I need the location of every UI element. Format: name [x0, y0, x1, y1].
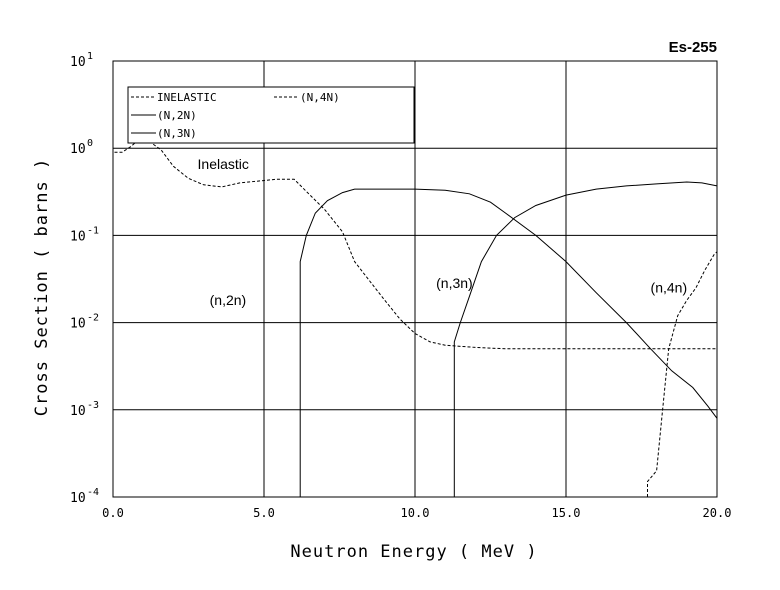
legend-label: (N,2N) [157, 109, 197, 122]
curve-annotation: Inelastic [198, 156, 249, 172]
curve-annotation: (n,4n) [651, 280, 688, 296]
legend-label: (N,4N) [300, 91, 340, 104]
curve-annotation: (n,3n) [436, 275, 473, 291]
y-tick-label: 10 [70, 317, 86, 332]
x-tick-label: 5.0 [253, 506, 275, 520]
y-tick-label: 10 [70, 229, 86, 244]
chart-title: Es-255 [669, 39, 717, 56]
x-tick-label: 0.0 [102, 506, 124, 520]
x-tick-label: 20.0 [703, 506, 732, 520]
x-tick-label: 15.0 [552, 506, 581, 520]
y-tick-label: 10 [70, 55, 86, 70]
y-tick-label: 10 [70, 491, 86, 506]
x-tick-label: 10.0 [401, 506, 430, 520]
grid-lines [113, 61, 717, 497]
y-tick-exponent: -2 [87, 313, 99, 324]
series-n-4n [647, 251, 718, 497]
series-inelastic [114, 137, 717, 350]
y-axis-label: Cross Section ( barns ) [32, 158, 52, 416]
curve-annotations: Inelastic (n,2n) (n,3n) (n,4n) [198, 156, 688, 308]
y-tick-exponent: 0 [87, 138, 93, 149]
x-axis-tick-labels: 0.0 5.0 10.0 15.0 20.0 [102, 506, 731, 520]
x-axis-label: Neutron Energy ( MeV ) [290, 542, 537, 562]
y-tick-exponent: 1 [87, 51, 93, 62]
plot-frame [112, 60, 718, 498]
legend-label: (N,3N) [157, 127, 197, 140]
y-tick-exponent: -3 [87, 400, 99, 411]
series-n-2n [299, 188, 718, 497]
series-n-3n [453, 181, 718, 497]
legend: INELASTIC (N,4N) (N,2N) (N,3N) [127, 86, 415, 144]
curve-annotation: (n,2n) [210, 292, 247, 308]
y-tick-exponent: -4 [87, 487, 99, 498]
legend-box [127, 86, 415, 144]
y-tick-label: 10 [70, 142, 86, 157]
legend-label: INELASTIC [157, 91, 217, 104]
y-tick-label: 10 [70, 404, 86, 419]
y-tick-exponent: -1 [87, 225, 99, 236]
series-lines [114, 137, 718, 497]
